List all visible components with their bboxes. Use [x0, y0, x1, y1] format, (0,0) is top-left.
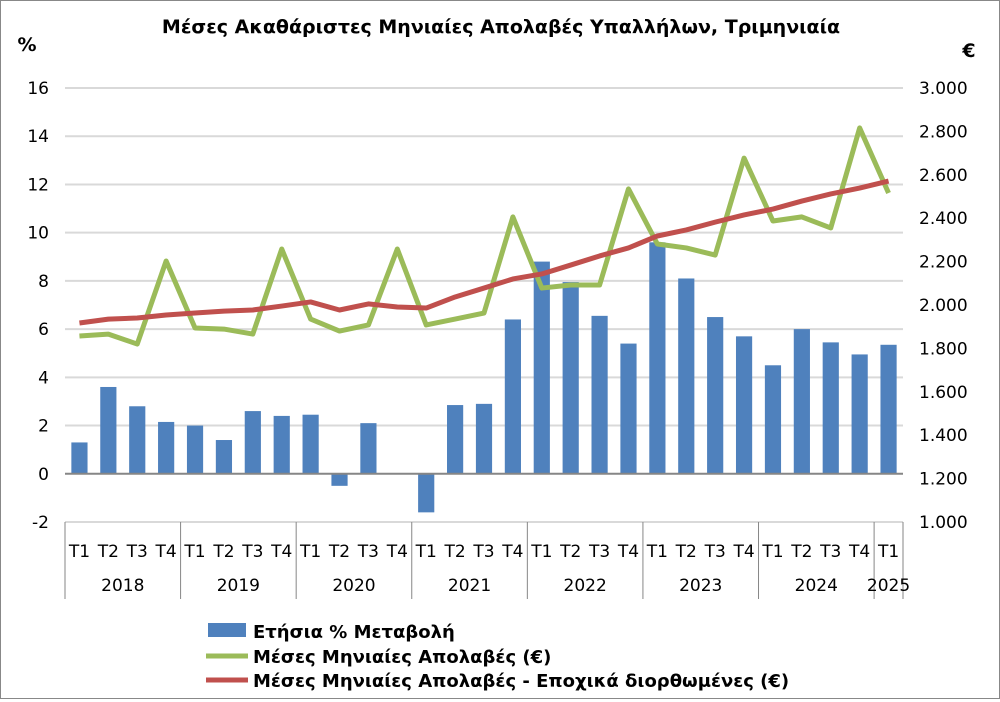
quarter-label: T1 — [761, 542, 783, 562]
left-tick-label: 2 — [38, 417, 49, 437]
quarter-label: T1 — [183, 542, 205, 562]
left-tick-label: 16 — [27, 79, 49, 99]
quarter-label: T3 — [819, 542, 841, 562]
quarter-label: T2 — [97, 542, 119, 562]
left-tick-label: 6 — [38, 320, 49, 340]
bar — [620, 344, 636, 474]
left-tick-label: 10 — [27, 224, 49, 244]
quarter-label: T4 — [617, 542, 639, 562]
right-tick-label: 1.400 — [919, 426, 968, 446]
quarter-label: T1 — [415, 542, 437, 562]
quarter-label: T3 — [588, 542, 610, 562]
quarter-label: T2 — [675, 542, 697, 562]
quarter-label: T1 — [646, 542, 668, 562]
bar — [852, 354, 868, 473]
series-line-seasonally-adjusted — [79, 181, 888, 323]
quarter-label: T3 — [704, 542, 726, 562]
right-tick-label: 1.000 — [919, 513, 968, 533]
chart-title: Μέσες Ακαθάριστες Μηνιαίες Απολαβές Υπαλ… — [162, 16, 840, 38]
right-tick-label: 2.200 — [919, 253, 968, 273]
year-label: 2019 — [217, 576, 260, 596]
legend-label: Μέσες Μηνιαίες Απολαβές (€) — [253, 647, 551, 668]
quarter-label: T2 — [559, 542, 581, 562]
quarter-label: T3 — [241, 542, 263, 562]
right-tick-label: 1.600 — [919, 383, 968, 403]
bar — [476, 404, 492, 474]
bar — [129, 406, 145, 474]
quarter-label: T4 — [386, 542, 408, 562]
left-tick-label: 12 — [27, 175, 49, 195]
right-tick-label: 2.800 — [919, 122, 968, 142]
bar — [187, 426, 203, 474]
left-tick-label: 0 — [38, 465, 49, 485]
legend-label: Ετήσια % Μεταβολή — [253, 622, 455, 643]
bar — [71, 442, 87, 473]
left-tick-label: 4 — [38, 368, 49, 388]
year-label: 2024 — [795, 576, 838, 596]
quarter-label: T1 — [299, 542, 321, 562]
bar — [736, 336, 752, 473]
bar — [274, 416, 290, 474]
bar — [100, 387, 116, 474]
year-label: 2023 — [679, 576, 722, 596]
bar — [447, 405, 463, 474]
bar — [418, 474, 434, 513]
bar — [563, 282, 579, 474]
bar — [707, 317, 723, 474]
year-label: 2021 — [448, 576, 491, 596]
bar — [534, 262, 550, 474]
quarter-label: T3 — [472, 542, 494, 562]
quarter-label: T1 — [68, 542, 90, 562]
right-tick-label: 2.400 — [919, 209, 968, 229]
bar — [649, 242, 665, 473]
right-tick-label: 1.200 — [919, 470, 968, 490]
bar — [823, 342, 839, 473]
quarter-label: T2 — [212, 542, 234, 562]
bar — [765, 365, 781, 474]
quarter-label: T4 — [270, 542, 292, 562]
bar — [505, 319, 521, 473]
quarter-label: T3 — [126, 542, 148, 562]
year-label: 2020 — [332, 576, 375, 596]
bar — [880, 345, 896, 474]
bar — [158, 422, 174, 474]
right-tick-label: 3.000 — [919, 79, 968, 99]
legend-swatch-bar — [208, 623, 246, 637]
bar — [360, 423, 376, 474]
left-tick-label: -2 — [32, 513, 49, 533]
left-axis-label: % — [17, 34, 36, 56]
bar — [303, 415, 319, 474]
quarter-label: T3 — [357, 542, 379, 562]
quarter-label: T2 — [444, 542, 466, 562]
bar — [794, 329, 810, 474]
quarter-label: T2 — [790, 542, 812, 562]
quarter-label: T4 — [848, 542, 870, 562]
left-tick-label: 8 — [38, 272, 49, 292]
quarter-label: T4 — [501, 542, 523, 562]
year-label: 2025 — [867, 576, 910, 596]
bar — [331, 474, 347, 486]
right-tick-label: 2.000 — [919, 296, 968, 316]
year-label: 2022 — [564, 576, 607, 596]
quarter-label: T4 — [732, 542, 754, 562]
right-tick-label: 1.800 — [919, 339, 968, 359]
bar — [216, 440, 232, 474]
bar — [678, 278, 694, 473]
right-axis-label: € — [961, 40, 975, 62]
year-label: 2018 — [101, 576, 144, 596]
right-tick-label: 2.600 — [919, 166, 968, 186]
bar — [591, 316, 607, 474]
quarter-label: T4 — [155, 542, 177, 562]
quarter-label: T2 — [328, 542, 350, 562]
quarter-label: T1 — [530, 542, 552, 562]
left-tick-label: 14 — [27, 127, 49, 147]
quarter-label: T1 — [877, 542, 899, 562]
legend-label: Μέσες Μηνιαίες Απολαβές - Εποχικά διορθω… — [253, 671, 789, 692]
bar — [245, 411, 261, 474]
